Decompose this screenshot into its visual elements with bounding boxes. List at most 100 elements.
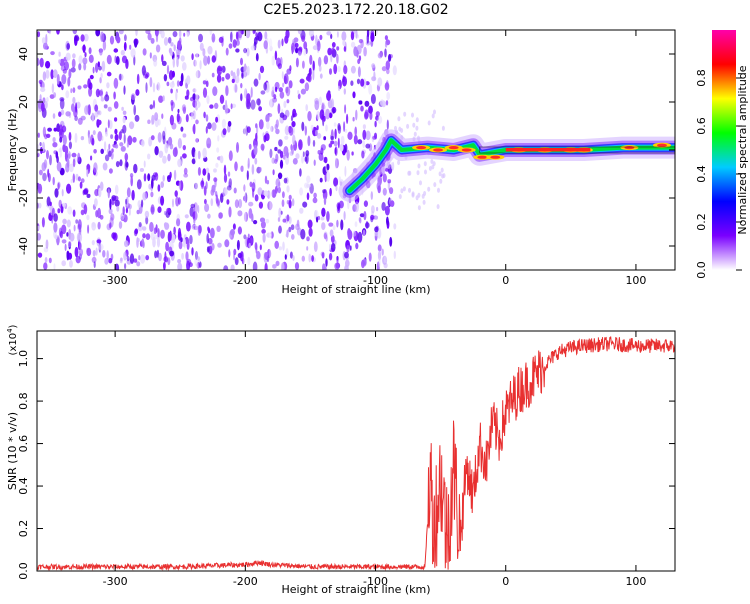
noise-speckle: [397, 160, 401, 166]
noise-speckle: [75, 219, 79, 224]
noise-speckle: [240, 165, 244, 172]
noise-speckle: [370, 93, 376, 105]
noise-speckle: [185, 114, 189, 123]
noise-speckle: [37, 132, 40, 138]
noise-speckle: [307, 73, 312, 83]
noise-speckle: [160, 181, 164, 189]
noise-speckle: [167, 37, 172, 44]
noise-speckle: [74, 132, 78, 143]
noise-speckle: [169, 143, 174, 150]
noise-speckle: [158, 150, 164, 158]
noise-speckle: [199, 60, 202, 70]
noise-speckle: [294, 262, 300, 270]
noise-speckle: [284, 135, 289, 140]
noise-speckle: [344, 143, 348, 153]
noise-speckle: [365, 143, 371, 149]
noise-speckle: [114, 134, 119, 141]
noise-speckle: [169, 230, 172, 241]
noise-speckle: [92, 66, 95, 74]
noise-speckle: [175, 91, 178, 101]
noise-speckle: [301, 255, 305, 262]
noise-speckle: [61, 260, 66, 267]
noise-speckle: [142, 48, 147, 56]
noise-speckle: [252, 261, 258, 270]
noise-speckle: [238, 30, 243, 39]
noise-speckle: [170, 233, 176, 244]
noise-speckle: [68, 141, 72, 150]
noise-speckle: [87, 224, 90, 234]
noise-speckle: [306, 175, 311, 184]
noise-speckle: [118, 221, 123, 229]
noise-speckle: [105, 131, 108, 137]
noise-speckle: [196, 262, 201, 269]
noise-speckle: [211, 184, 216, 193]
noise-speckle: [236, 142, 239, 153]
noise-speckle: [56, 30, 60, 35]
noise-speckle: [58, 111, 62, 117]
noise-speckle: [118, 131, 122, 141]
noise-speckle: [170, 88, 173, 94]
noise-speckle: [343, 88, 346, 95]
noise-speckle: [104, 94, 110, 102]
noise-speckle: [226, 185, 232, 191]
noise-speckle: [166, 207, 171, 213]
noise-speckle: [78, 63, 82, 71]
noise-speckle: [264, 31, 268, 40]
noise-speckle: [433, 182, 437, 188]
noise-speckle: [240, 57, 243, 66]
noise-speckle: [192, 110, 197, 120]
noise-speckle: [52, 176, 55, 186]
noise-speckle: [393, 250, 396, 260]
noise-speckle: [272, 97, 278, 103]
noise-speckle: [106, 82, 110, 89]
noise-speckle: [232, 39, 237, 48]
noise-speckle: [278, 246, 283, 251]
noise-speckle: [333, 177, 339, 187]
noise-speckle: [354, 126, 358, 137]
noise-speckle: [119, 142, 124, 147]
noise-speckle: [67, 206, 73, 215]
snr-panel: -300 -200 -100 0 100 0.0 0.2 0.4 0.6 0.8 1.0 Heig…: [6, 324, 676, 596]
noise-speckle: [102, 162, 108, 171]
noise-speckle: [390, 162, 394, 170]
noise-speckle: [206, 137, 212, 149]
noise-speckle: [258, 201, 263, 209]
snr-x-ticks: -300 -200 -100 0 100: [103, 331, 646, 588]
noise-speckle: [53, 127, 58, 132]
colorbar-tick-label: 0.2: [695, 213, 708, 231]
noise-speckle: [172, 57, 175, 68]
noise-speckle: [72, 96, 76, 104]
noise-speckle: [195, 138, 199, 143]
noise-speckle: [53, 92, 57, 98]
noise-speckle: [313, 241, 318, 252]
noise-speckle: [86, 247, 92, 257]
noise-speckle: [202, 80, 207, 85]
noise-speckle: [334, 147, 337, 155]
noise-speckle: [277, 172, 283, 180]
noise-speckle: [217, 67, 223, 72]
noise-speckle: [149, 221, 154, 233]
noise-speckle: [95, 30, 101, 37]
noise-speckle: [424, 169, 427, 175]
noise-speckle: [114, 144, 119, 149]
spectrogram-x-axis-label: Height of straight line (km): [281, 283, 430, 296]
noise-speckle: [191, 158, 196, 165]
noise-speckle: [97, 61, 101, 68]
noise-speckle: [96, 239, 102, 244]
noise-speckle: [357, 231, 363, 243]
noise-speckle: [61, 74, 67, 85]
noise-speckle: [303, 49, 307, 56]
noise-speckle: [59, 58, 65, 67]
noise-speckle: [316, 40, 321, 52]
noise-speckle: [279, 159, 284, 169]
noise-speckle: [274, 146, 278, 152]
noise-speckle: [381, 248, 384, 256]
noise-speckle: [402, 186, 406, 192]
y-tick-label: -20: [17, 189, 30, 207]
noise-speckle: [232, 223, 236, 230]
noise-speckle: [113, 48, 119, 53]
noise-speckle: [312, 197, 318, 204]
noise-speckle: [153, 227, 157, 235]
noise-speckle: [122, 110, 127, 116]
noise-speckle: [91, 222, 96, 227]
